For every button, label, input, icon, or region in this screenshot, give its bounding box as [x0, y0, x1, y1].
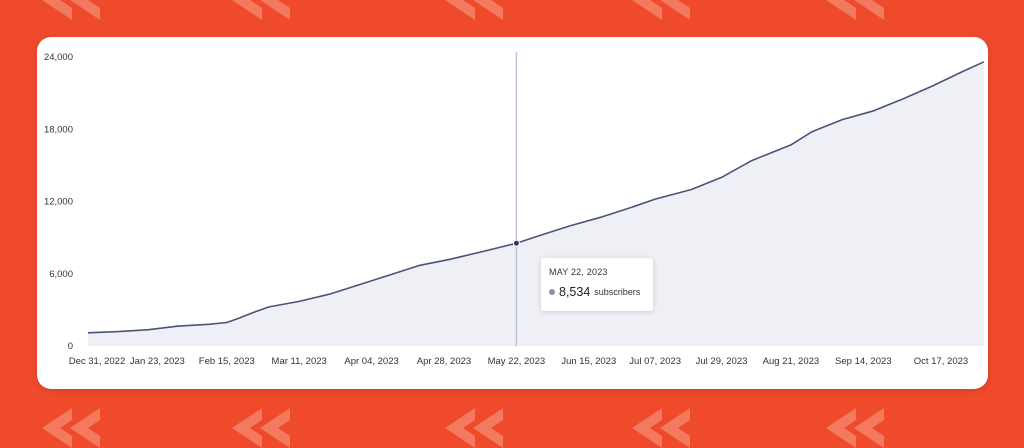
x-tick-label: Jun 15, 2023 [561, 356, 616, 367]
tooltip-unit: subscribers [594, 287, 641, 297]
y-tick-label: 24,000 [44, 52, 73, 63]
area-fill [88, 61, 984, 347]
x-tick-label: Sep 14, 2023 [835, 356, 892, 367]
x-tick-label: Jul 07, 2023 [629, 356, 681, 367]
rewind-chevron-icon [826, 408, 886, 448]
rewind-chevron-icon [445, 0, 505, 20]
x-tick-label: May 22, 2023 [488, 356, 546, 367]
x-tick-label: Apr 04, 2023 [344, 356, 398, 367]
y-tick-label: 6,000 [49, 269, 73, 280]
y-tick-label: 0 [68, 341, 73, 352]
chart-tooltip: MAY 22, 2023 8,534 subscribers [541, 258, 653, 311]
x-tick-label: Feb 15, 2023 [199, 356, 255, 367]
x-tick-label: Apr 28, 2023 [417, 356, 471, 367]
y-tick-label: 18,000 [44, 124, 73, 135]
subscribers-chart[interactable]: 0 6,000 12,000 18,000 24,000 Dec 31, 2022 Jan… [37, 37, 988, 389]
series-dot-icon [549, 289, 555, 295]
tooltip-value-row: 8,534 subscribers [549, 285, 653, 299]
x-tick-label: Aug 21, 2023 [763, 356, 820, 367]
chart-card: 0 6,000 12,000 18,000 24,000 Dec 31, 2022 Jan… [37, 37, 988, 389]
tooltip-value: 8,534 [559, 285, 591, 299]
rewind-chevron-icon [632, 408, 692, 448]
tooltip-date: MAY 22, 2023 [549, 267, 608, 277]
x-tick-label: Jan 23, 2023 [130, 356, 185, 367]
y-tick-label: 12,000 [44, 197, 73, 208]
x-tick-label: Oct 17, 2023 [914, 356, 968, 367]
highlight-point[interactable] [512, 239, 520, 247]
x-tick-label: Jul 29, 2023 [696, 356, 748, 367]
x-tick-label: Dec 31, 2022 [69, 356, 126, 367]
rewind-chevron-icon [826, 0, 886, 20]
rewind-chevron-icon [632, 0, 692, 20]
rewind-chevron-icon [42, 408, 102, 448]
rewind-chevron-icon [42, 0, 102, 20]
rewind-chevron-icon [232, 0, 292, 20]
x-tick-label: Mar 11, 2023 [272, 356, 327, 367]
rewind-chevron-icon [445, 408, 505, 448]
rewind-chevron-icon [232, 408, 292, 448]
